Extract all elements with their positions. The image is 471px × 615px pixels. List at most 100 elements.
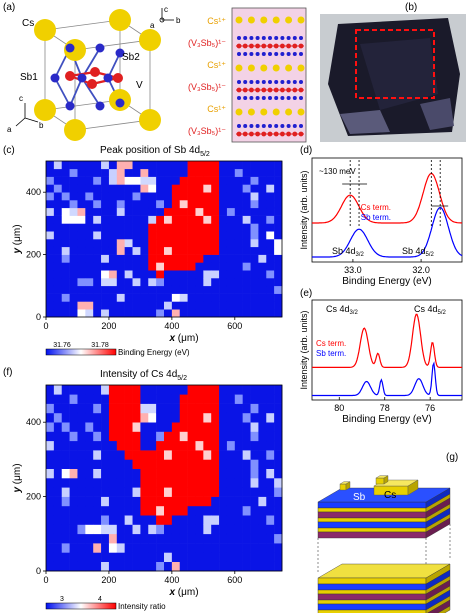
heatmap-cell bbox=[187, 478, 196, 488]
heatmap-cell bbox=[250, 200, 259, 209]
x-tick-label: 200 bbox=[101, 575, 116, 585]
heatmap-cell bbox=[101, 561, 110, 572]
heatmap-cell bbox=[148, 468, 157, 479]
heatmap-cell bbox=[195, 278, 204, 287]
heatmap-cell bbox=[211, 301, 220, 310]
heatmap-cell bbox=[77, 184, 86, 193]
heatmap-cell bbox=[61, 505, 70, 516]
heatmap-cell bbox=[179, 176, 188, 185]
heatmap-cell bbox=[61, 215, 70, 224]
layer-atom bbox=[235, 108, 243, 116]
heatmap-cell bbox=[156, 403, 165, 414]
layer-schematic: Cs Sb bbox=[317, 475, 451, 613]
heatmap-cell bbox=[226, 533, 236, 544]
heatmap-cell bbox=[219, 161, 228, 170]
heatmap-cell bbox=[171, 496, 181, 507]
heatmap-cell bbox=[53, 246, 63, 255]
heatmap-cell bbox=[77, 505, 86, 516]
heatmap-cell bbox=[132, 270, 141, 279]
heatmap-cell bbox=[77, 412, 86, 423]
heatmap-cell bbox=[132, 487, 141, 497]
heatmap-cell bbox=[148, 478, 157, 488]
heatmap-cell bbox=[148, 200, 157, 209]
x-tick-label: 400 bbox=[164, 575, 179, 585]
heatmap-cell bbox=[234, 192, 243, 201]
heatmap-cell bbox=[77, 231, 86, 240]
heatmap-cell bbox=[61, 192, 70, 201]
heatmap-cell bbox=[116, 246, 125, 255]
heatmap-cell bbox=[61, 262, 70, 271]
heatmap-cell bbox=[187, 223, 196, 232]
heatmap-cell bbox=[179, 207, 188, 216]
heatmap-cell bbox=[234, 450, 243, 460]
heatmap-cell bbox=[77, 309, 86, 318]
heatmap-cell bbox=[266, 543, 275, 553]
heatmap-cell bbox=[242, 552, 251, 562]
heatmap-cell bbox=[124, 385, 133, 395]
heatmap-cell bbox=[203, 285, 212, 294]
heatmap-cell bbox=[211, 168, 220, 177]
heatmap-cell bbox=[116, 524, 125, 535]
heatmap-cell bbox=[85, 293, 94, 302]
heatmap-cell bbox=[226, 561, 236, 572]
heatmap-cell bbox=[93, 246, 102, 255]
heatmap-cell bbox=[179, 478, 188, 488]
heatmap-cell bbox=[203, 270, 212, 279]
heatmap-cell bbox=[179, 412, 188, 423]
heatmap-cell bbox=[171, 301, 181, 310]
heatmap-cell bbox=[195, 561, 204, 572]
heatmap-cell bbox=[266, 403, 275, 414]
heatmap-cell bbox=[250, 176, 259, 185]
heatmap-cell bbox=[148, 301, 157, 310]
heatmap-cell bbox=[266, 422, 275, 432]
heatmap-cell bbox=[108, 487, 118, 497]
layer-atom bbox=[299, 36, 303, 40]
layer-atom bbox=[237, 52, 241, 56]
heatmap-cell bbox=[195, 270, 204, 279]
heatmap-cell bbox=[171, 270, 181, 279]
heatmap-cell bbox=[195, 161, 204, 170]
heatmap-cell bbox=[171, 176, 181, 185]
heatmap-cell bbox=[266, 215, 275, 224]
heatmap-cell bbox=[148, 176, 157, 185]
heatmap-cell bbox=[140, 403, 149, 414]
heatmap-cell bbox=[101, 262, 110, 271]
heatmap-cell bbox=[171, 207, 181, 216]
heatmap-cell bbox=[211, 385, 220, 395]
heatmap-cell bbox=[219, 215, 228, 224]
heatmap-cell bbox=[171, 515, 181, 525]
heatmap-cell bbox=[69, 270, 78, 279]
heatmap-cell bbox=[274, 459, 283, 469]
heatmap-cell bbox=[93, 394, 102, 404]
heatmap-cell bbox=[132, 184, 141, 193]
heatmap-cell bbox=[46, 431, 55, 442]
heatmap-cell bbox=[93, 285, 102, 294]
heatmap-cell bbox=[219, 207, 228, 216]
heatmap-cell bbox=[219, 440, 228, 451]
heatmap-cell bbox=[85, 394, 94, 404]
layer-atom bbox=[299, 96, 303, 100]
heatmap-cell bbox=[69, 309, 78, 318]
heatmap-cell bbox=[219, 223, 228, 232]
heatmap-cell bbox=[156, 168, 165, 177]
heatmap-cell bbox=[85, 543, 94, 553]
heatmap-cell bbox=[108, 309, 118, 318]
heatmap-cell bbox=[101, 496, 110, 507]
heatmap-cell bbox=[211, 246, 220, 255]
heatmap-cell bbox=[211, 478, 220, 488]
layer-atom bbox=[243, 36, 248, 40]
layer-atom bbox=[242, 131, 248, 137]
heatmap-cell bbox=[242, 192, 251, 201]
heatmap-cell bbox=[219, 192, 228, 201]
label-cs: Cs bbox=[22, 18, 34, 29]
heatmap-cell bbox=[234, 468, 243, 479]
heatmap-cell bbox=[77, 422, 86, 432]
heatmap-cell bbox=[226, 440, 236, 451]
x-tick-label: 0 bbox=[43, 575, 48, 585]
heatmap-cell bbox=[234, 168, 243, 177]
heatmap-cell bbox=[234, 394, 243, 404]
heatmap-cell bbox=[124, 239, 133, 248]
heatmap-cell bbox=[61, 543, 70, 553]
heatmap-cell bbox=[187, 176, 196, 185]
x-tick-label: 600 bbox=[227, 575, 242, 585]
